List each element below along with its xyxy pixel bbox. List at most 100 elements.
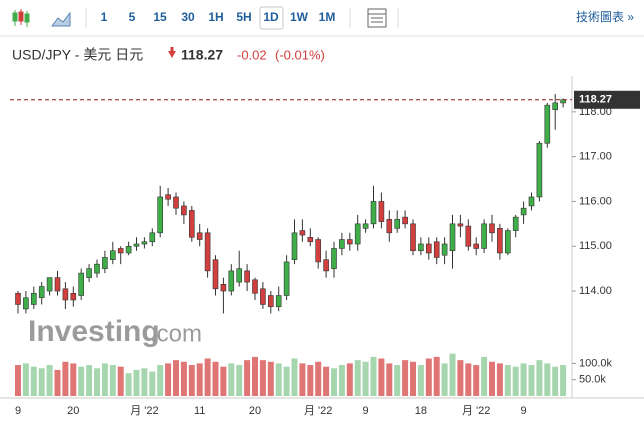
volume-bar — [22, 363, 29, 396]
active-interval-box — [259, 6, 284, 30]
volume-bar — [465, 363, 472, 396]
candle-body — [544, 104, 551, 144]
candle-body — [291, 232, 298, 260]
volume-bar — [157, 365, 164, 396]
interval-button[interactable]: 5H — [236, 10, 251, 24]
volume-bar — [552, 366, 559, 396]
candle-body — [465, 225, 472, 247]
volume-bar — [417, 365, 424, 396]
candle-body — [418, 243, 424, 252]
volume-bar — [441, 363, 448, 396]
x-tick-label: 20 — [249, 405, 261, 417]
candle-body — [165, 194, 171, 200]
x-tick-label: 18 — [415, 405, 427, 417]
candle-body — [102, 257, 108, 269]
volume-bar — [236, 365, 243, 396]
volume-bar — [481, 356, 488, 396]
volume-bar — [425, 358, 432, 396]
volume-bar — [15, 365, 21, 396]
candle-body — [38, 286, 45, 299]
interval-button[interactable]: 1W — [290, 10, 309, 24]
candle-body — [315, 239, 322, 263]
last-price-label: 118.27 — [579, 94, 612, 106]
volume-bar — [307, 365, 314, 396]
interval-button[interactable]: 1M — [319, 10, 336, 24]
volume-bar — [94, 368, 100, 396]
volume-bar — [315, 361, 322, 396]
volume-bar — [378, 358, 385, 396]
y-tick-label: 115.00 — [579, 240, 612, 252]
candle-body — [46, 277, 53, 292]
candle-body — [425, 243, 432, 254]
volume-bar — [38, 368, 45, 396]
candle-body — [449, 223, 456, 252]
candle-body — [481, 223, 487, 249]
volume-bar — [402, 360, 409, 396]
candle-body — [133, 243, 140, 247]
y2-tick-label: 100.0k — [579, 357, 613, 369]
candle-body — [410, 223, 416, 252]
candle-body — [275, 295, 282, 308]
volume-bar — [504, 365, 511, 396]
volume-bar — [54, 369, 61, 396]
candle-body — [196, 232, 203, 240]
interval-button[interactable]: 30 — [181, 10, 195, 24]
candle-body — [30, 292, 37, 305]
candle-body — [125, 245, 132, 254]
volume-bar — [457, 360, 464, 396]
interval-button[interactable]: 5 — [129, 10, 136, 24]
volume-bar — [70, 363, 77, 396]
candle-body — [86, 268, 92, 278]
volume-bar — [362, 361, 369, 396]
interval-button[interactable]: 1 — [101, 10, 108, 24]
candle-body — [512, 216, 519, 231]
interval-button[interactable]: 1D — [263, 10, 279, 24]
candle-body — [354, 223, 361, 245]
table-icon[interactable] — [367, 8, 387, 28]
pair-name: USD/JPY - 美元 日元 — [12, 47, 143, 63]
interval-button[interactable]: 1H — [208, 10, 223, 24]
candle-body — [489, 223, 495, 234]
candle-body — [157, 196, 163, 234]
candle-body — [62, 288, 69, 301]
volume-bar — [299, 363, 306, 396]
watermark-suffix: .com — [150, 320, 202, 347]
volume-bar — [346, 363, 353, 396]
candle-body — [70, 292, 77, 301]
volume-bar — [291, 358, 298, 396]
area-icon[interactable] — [51, 11, 71, 27]
candle-body — [433, 241, 440, 258]
candle-body — [94, 263, 100, 274]
volume-bar — [149, 371, 156, 396]
x-tick-label: 11 — [194, 405, 205, 417]
technical-link[interactable]: 技術圖表 » — [576, 10, 634, 24]
candle-body — [528, 196, 535, 207]
candle-body — [370, 201, 377, 225]
y2-tick-label: 50.0k — [579, 374, 606, 386]
candle-body — [299, 230, 306, 236]
x-tick-label: 20 — [67, 405, 79, 417]
volume-bar — [275, 363, 282, 396]
volume-bar — [204, 358, 211, 396]
volume-bar — [410, 361, 416, 396]
y-tick-label: 114.00 — [579, 285, 612, 297]
volume-bar — [323, 366, 330, 396]
change: -0.02 — [237, 47, 267, 62]
volume-bar — [109, 365, 116, 396]
volume-bar — [331, 368, 337, 396]
candle-body — [441, 243, 448, 256]
volume-bar — [228, 363, 235, 396]
candle-body — [110, 250, 116, 260]
volume-bar — [212, 361, 219, 396]
candle-body — [552, 102, 559, 110]
volume-bar — [386, 363, 393, 396]
volume-bar — [141, 368, 148, 396]
interval-button[interactable]: 15 — [153, 10, 167, 24]
x-tick-label: 月 '22 — [462, 405, 490, 417]
candle-body — [260, 288, 266, 305]
candle-icon[interactable] — [12, 9, 30, 27]
volume-bar — [86, 365, 93, 396]
candle-body — [473, 243, 480, 249]
volume-bar — [449, 353, 456, 396]
volume-bar — [101, 363, 108, 396]
